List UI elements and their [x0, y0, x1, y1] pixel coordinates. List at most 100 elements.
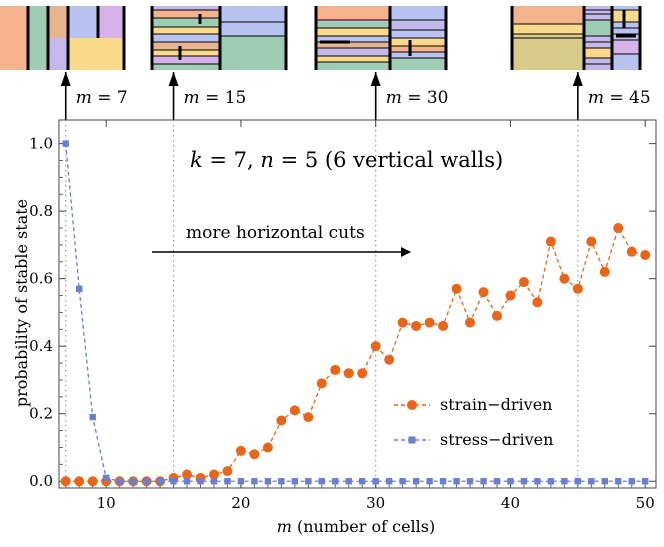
strain-driven-point	[559, 273, 570, 284]
plot-frame	[58, 119, 657, 489]
strain-driven-point	[505, 290, 516, 301]
strain-driven-point	[411, 320, 422, 331]
stress-driven-point	[197, 478, 204, 485]
strain-driven-point	[545, 236, 556, 247]
strain-driven-point	[262, 442, 273, 453]
inset-arrow-head	[572, 72, 583, 86]
stress-driven-point	[345, 478, 352, 485]
strain-driven-point	[384, 354, 395, 365]
strain-driven-point	[586, 236, 597, 247]
stress-driven-point	[601, 478, 608, 485]
x-tick-label: 20	[231, 494, 250, 512]
stress-driven-point	[305, 478, 312, 485]
stress-driven-point	[156, 478, 164, 485]
stress-driven-point	[76, 285, 83, 293]
stress-driven-point	[493, 478, 501, 485]
strain-driven-point	[222, 466, 233, 477]
strain-driven-point	[532, 297, 543, 308]
strain-driven-point	[397, 317, 408, 328]
strain-driven-point	[235, 445, 246, 456]
y-tick-label: 1.0	[29, 135, 53, 153]
annotation-text: more horizontal cuts	[186, 223, 365, 243]
strain-driven-point	[451, 283, 462, 294]
legend-marker-strain	[407, 400, 417, 410]
series-layer	[60, 140, 651, 487]
y-tick-label: 0.8	[29, 202, 53, 220]
partition-inset-m30	[314, 6, 448, 70]
stress-driven-point	[466, 478, 474, 485]
stress-driven-point	[480, 478, 487, 485]
partition-inset-m15	[150, 6, 288, 70]
stress-driven-point	[642, 478, 649, 485]
inset-arrows	[60, 72, 583, 120]
axis-ticks	[59, 120, 656, 488]
strain-driven-point	[599, 266, 610, 277]
strain-driven-point	[316, 378, 327, 389]
strain-driven-line	[65, 226, 646, 482]
stress-driven-point	[224, 478, 231, 485]
stress-driven-point	[628, 478, 635, 485]
stress-driven-line	[65, 143, 646, 482]
legend-label-stress: stress−driven	[440, 430, 553, 449]
stress-driven-point	[615, 478, 622, 485]
stress-driven-point	[412, 478, 420, 485]
stress-driven-point	[574, 478, 582, 485]
stress-driven-point	[453, 478, 460, 485]
stress-driven-point	[278, 478, 285, 485]
stress-driven-point	[143, 478, 150, 485]
strain-driven-point	[613, 223, 624, 234]
strain-driven-point	[640, 250, 651, 261]
strain-driven-point	[626, 246, 637, 257]
strain-driven-point	[276, 415, 287, 426]
stress-driven-point	[399, 478, 406, 485]
inset-labels: m = 7 m = 15 m = 30 m = 45	[76, 88, 651, 108]
stress-driven-point	[588, 478, 595, 485]
stress-driven-point	[372, 478, 379, 485]
stress-driven-point	[62, 140, 69, 147]
x-tick-label: 10	[97, 494, 116, 512]
strain-driven-point	[478, 287, 489, 298]
x-tick-label: 40	[501, 494, 520, 512]
stress-driven-point	[291, 478, 299, 485]
inset-arrow-head	[60, 72, 71, 86]
stress-driven-point	[332, 478, 339, 485]
stress-driven-point	[385, 478, 393, 485]
y-tick-label: 0.6	[29, 270, 53, 288]
reference-lines	[65, 120, 579, 488]
strain-driven-point	[357, 368, 368, 379]
strain-driven-point	[424, 317, 435, 328]
stress-driven-point	[439, 478, 447, 485]
stress-driven-point	[264, 478, 272, 485]
strain-driven-point	[289, 405, 300, 416]
stress-driven-point	[251, 478, 258, 485]
stress-driven-point	[116, 478, 123, 485]
inset-arrow-head	[370, 72, 381, 86]
x-axis-label: m (number of cells)	[277, 517, 435, 536]
stress-driven-point	[89, 413, 96, 421]
strain-driven-point	[438, 320, 449, 331]
chart-title: k = 7, n = 5 (6 vertical walls)	[190, 148, 503, 172]
strain-driven-point	[87, 476, 98, 487]
y-tick-label: 0.0	[29, 472, 53, 490]
y-tick-label: 0.2	[29, 405, 53, 423]
legend-marker-stress	[408, 436, 416, 444]
y-tick-label: 0.4	[29, 337, 53, 355]
stress-driven-point	[183, 478, 191, 485]
strain-driven-point	[182, 469, 193, 480]
strain-driven-point	[303, 412, 314, 423]
stress-driven-point	[507, 478, 514, 485]
strain-driven-point	[208, 469, 219, 480]
strain-driven-point	[518, 277, 529, 288]
stress-driven-point	[520, 478, 528, 485]
stress-driven-point	[359, 478, 366, 485]
stress-driven-point	[210, 478, 218, 485]
axis-tick-labels: 10 20 30 40 50 0.0 0.2 0.4 0.6 0.8 1.0	[29, 135, 655, 512]
strain-driven-point	[343, 368, 354, 379]
partition-inset-m45	[510, 6, 642, 70]
strain-driven-point	[74, 476, 85, 487]
x-tick-label: 50	[636, 494, 655, 512]
stress-driven-point	[561, 478, 568, 485]
y-axis-label: probability of stable state	[12, 199, 31, 407]
x-tick-label: 30	[366, 494, 385, 512]
